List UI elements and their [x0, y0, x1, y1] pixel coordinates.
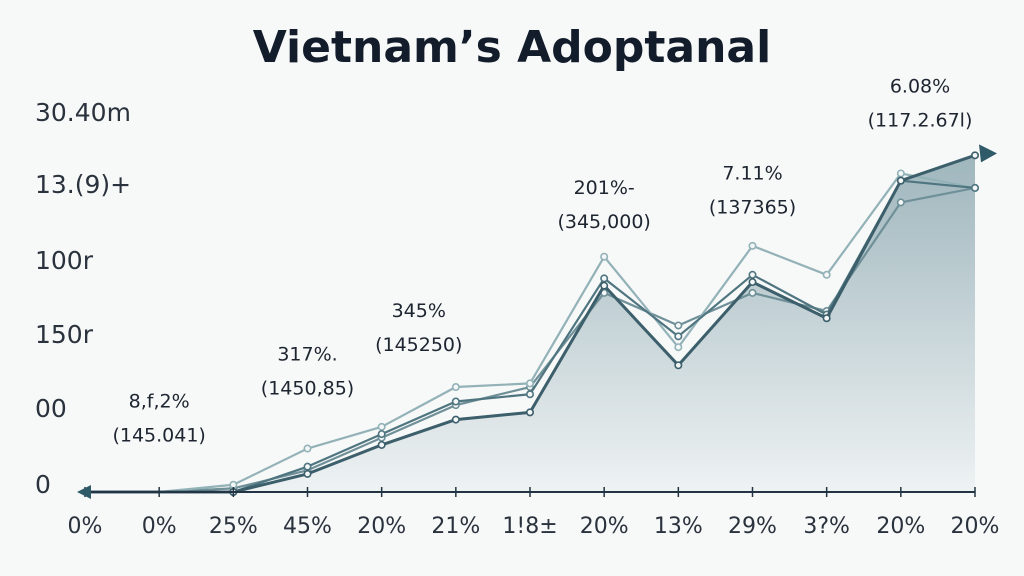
- origin-arrow: [77, 485, 91, 499]
- y-tick-label: 100r: [35, 246, 94, 275]
- series-2-point: [748, 241, 757, 250]
- annotation-label: 345%: [392, 300, 446, 322]
- area-layer: [85, 155, 975, 492]
- series-3-point: [377, 430, 386, 439]
- annotation-sublabel: (137365): [709, 197, 796, 219]
- x-tick-label: 0%: [142, 514, 177, 539]
- data-annotation: 6.08% (117.2.67l): [868, 76, 973, 132]
- annotation-label: 317%.: [277, 344, 337, 366]
- x-tick-label: 3?%: [803, 514, 850, 539]
- series-2-point: [674, 343, 683, 352]
- y-tick-label: 13.(9)+: [35, 170, 131, 199]
- x-tick-label: 20%: [357, 514, 406, 539]
- series-2-point: [600, 252, 609, 261]
- y-tick-label: 150r: [35, 320, 94, 349]
- series-2-point: [822, 270, 831, 279]
- annotations: 8,f,2% (145.041) 317%. (1450,85) 345% (145250…: [112, 76, 972, 447]
- series-4-point: [303, 469, 312, 478]
- y-tick-label: 0: [35, 470, 51, 499]
- series-1-point: [896, 198, 905, 207]
- y-tick-label: 30.40m: [35, 98, 131, 127]
- data-annotation: 317%. (1450,85): [261, 344, 354, 400]
- series-4-point: [822, 314, 831, 323]
- series-4-point: [748, 278, 757, 287]
- data-annotation: 8,f,2% (145.041): [112, 391, 205, 447]
- y-tick-label: 00: [35, 394, 67, 423]
- x-tick-label: 20%: [876, 514, 925, 539]
- chart-title: Vietnam’s Adoptanal: [253, 22, 771, 73]
- series-1-point: [748, 288, 757, 297]
- series-2-point: [451, 383, 460, 392]
- data-annotation: 345% (145250): [375, 300, 462, 356]
- x-tick-label: 20%: [580, 514, 629, 539]
- series-4-point: [377, 440, 386, 449]
- series-3-point: [748, 270, 757, 279]
- annotation-sublabel: (1450,85): [261, 378, 354, 400]
- annotation-label: 201%-: [574, 177, 635, 199]
- series-2-point: [896, 169, 905, 178]
- x-tick-label: 20%: [951, 514, 1000, 539]
- series-4-point: [896, 176, 905, 185]
- x-tick-label: 25%: [209, 514, 258, 539]
- x-tick-label: 45%: [283, 514, 332, 539]
- x-tick-label: 0%: [68, 514, 103, 539]
- series-3-point: [303, 462, 312, 471]
- series-2-point: [377, 422, 386, 431]
- annotation-sublabel: (145250): [375, 334, 462, 356]
- series-4-point: [525, 408, 534, 417]
- series-3-point: [970, 183, 979, 192]
- annotation-sublabel: (345,000): [557, 211, 650, 233]
- annotation-sublabel: (117.2.67l): [868, 110, 973, 132]
- series-3-point: [600, 274, 609, 283]
- annotation-label: 6.08%: [890, 76, 950, 98]
- x-tick-label: 29%: [728, 514, 777, 539]
- series-2-point: [303, 444, 312, 453]
- x-tick-label: 1!8±: [502, 514, 557, 539]
- series-3-point: [674, 332, 683, 341]
- trend-arrow-icon: [979, 144, 997, 163]
- x-tick-label: 21%: [431, 514, 480, 539]
- axis-layer: [77, 144, 997, 499]
- series-3-point: [451, 397, 460, 406]
- annotation-label: 8,f,2%: [129, 391, 190, 413]
- x-tick-labels: 0% 0% 25% 45% 20% 21% 1!8± 20% 13% 29% 3?% 20% 20%: [68, 514, 1000, 539]
- series-1-point: [674, 321, 683, 330]
- area-fill: [85, 155, 975, 492]
- series-4-point: [970, 151, 979, 160]
- data-annotation: 7.11% (137365): [709, 163, 796, 219]
- series-4-point: [600, 281, 609, 290]
- series-4-point: [451, 415, 460, 424]
- series-4-point: [674, 361, 683, 370]
- data-annotation: 201%- (345,000): [557, 177, 650, 233]
- series-2-point: [525, 379, 534, 388]
- x-tick-label: 13%: [654, 514, 703, 539]
- series-3-point: [525, 390, 534, 399]
- annotation-label: 7.11%: [722, 163, 782, 185]
- annotation-sublabel: (145.041): [112, 425, 205, 447]
